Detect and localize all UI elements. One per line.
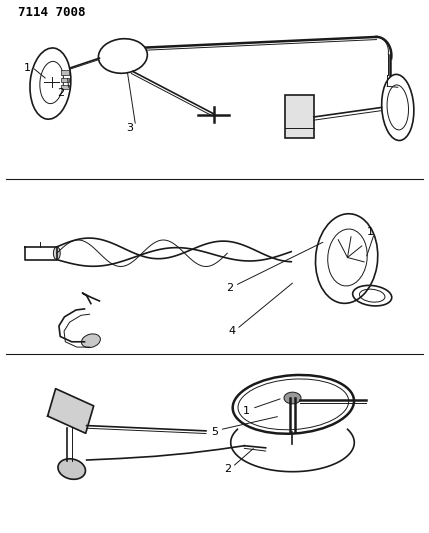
Ellipse shape [53,247,60,260]
Ellipse shape [284,392,301,404]
Text: 7114 7008: 7114 7008 [18,6,86,19]
Bar [61,78,69,82]
Ellipse shape [82,334,100,348]
Text: 1: 1 [243,406,250,416]
Text: 5: 5 [211,427,218,437]
Text: 2: 2 [57,87,65,98]
Bar [285,95,314,138]
Text: 2: 2 [224,464,231,474]
Bar [61,85,69,89]
Text: 1: 1 [366,227,374,237]
Bar [61,70,69,75]
Text: 2: 2 [226,282,233,293]
Polygon shape [48,389,94,433]
Ellipse shape [58,459,85,479]
Text: 1: 1 [24,63,30,72]
Text: 4: 4 [228,326,235,336]
Text: 3: 3 [126,123,133,133]
